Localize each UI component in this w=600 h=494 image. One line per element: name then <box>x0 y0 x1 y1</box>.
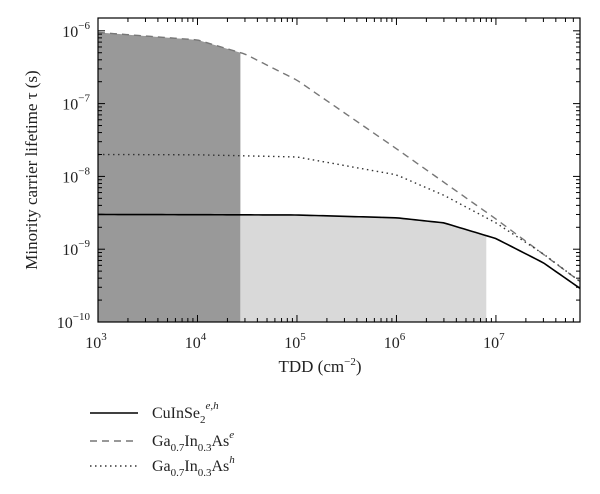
series-line-gainas-e <box>97 31 581 283</box>
x-tick-label: 106 <box>384 331 406 352</box>
x-tick-label: 104 <box>185 331 207 352</box>
legend-label-gainas-e: Ga0.7In0.3Ase <box>152 429 234 454</box>
y-axis-label: Minority carrier lifetime τ (s) <box>22 70 41 269</box>
x-tick-label: 107 <box>483 331 505 352</box>
series-line-cuinse2 <box>97 213 581 289</box>
x-tick-label: 103 <box>85 331 107 352</box>
shaded-regions <box>98 32 487 322</box>
legend-label-gainas-h: Ga0.7In0.3Ash <box>152 454 235 479</box>
y-tick-label: 10−10 <box>57 311 91 332</box>
series-line-gainas-h <box>97 153 581 283</box>
series-lines <box>97 31 581 289</box>
axis-ticks: 103 104 105 106 107 10−10 10−9 10−8 10−7 10−6 <box>57 18 581 352</box>
x-axis-label: TDD (cm−2) <box>278 356 361 376</box>
y-tick-label: 10−9 <box>62 238 90 259</box>
plot-frame <box>97 17 581 323</box>
y-tick-label: 10−8 <box>62 165 90 186</box>
x-tick-label: 105 <box>284 331 306 352</box>
legend-label-cuinse2: CuInSe2e,h <box>152 400 219 426</box>
shaded-region-2 <box>240 214 487 322</box>
shaded-region-1 <box>98 32 241 322</box>
y-tick-label: 10−6 <box>62 20 90 41</box>
y-tick-label: 10−7 <box>62 93 90 114</box>
legend: CuInSe2e,h Ga0.7In0.3Ase Ga0.7In0.3Ash <box>90 400 235 479</box>
